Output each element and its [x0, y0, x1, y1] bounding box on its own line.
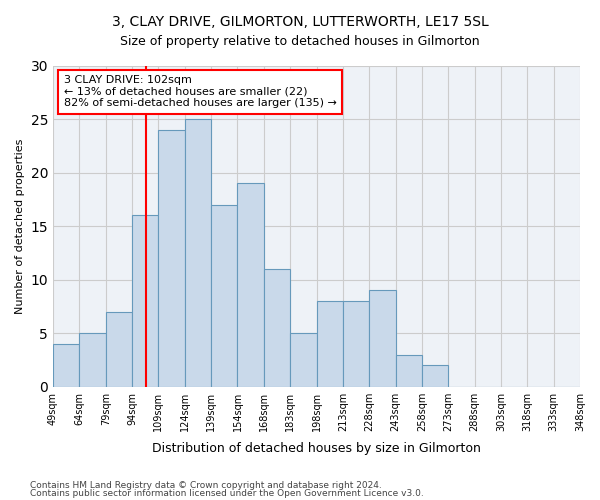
X-axis label: Distribution of detached houses by size in Gilmorton: Distribution of detached houses by size …: [152, 442, 481, 455]
Text: Size of property relative to detached houses in Gilmorton: Size of property relative to detached ho…: [120, 35, 480, 48]
Bar: [53, 344, 79, 387]
Y-axis label: Number of detached properties: Number of detached properties: [15, 138, 25, 314]
Text: Contains public sector information licensed under the Open Government Licence v3: Contains public sector information licen…: [30, 488, 424, 498]
Bar: [343, 301, 369, 386]
Bar: [211, 204, 238, 386]
Bar: [264, 269, 290, 386]
Text: 3 CLAY DRIVE: 102sqm
← 13% of detached houses are smaller (22)
82% of semi-detac: 3 CLAY DRIVE: 102sqm ← 13% of detached h…: [64, 75, 337, 108]
Bar: [290, 333, 317, 386]
Bar: [158, 130, 185, 386]
Bar: [395, 354, 422, 386]
Bar: [79, 333, 106, 386]
Bar: [369, 290, 395, 386]
Text: 3, CLAY DRIVE, GILMORTON, LUTTERWORTH, LE17 5SL: 3, CLAY DRIVE, GILMORTON, LUTTERWORTH, L…: [112, 15, 488, 29]
Bar: [132, 216, 158, 386]
Bar: [185, 119, 211, 386]
Bar: [422, 365, 448, 386]
Bar: [106, 312, 132, 386]
Bar: [317, 301, 343, 386]
Bar: [238, 184, 264, 386]
Text: Contains HM Land Registry data © Crown copyright and database right 2024.: Contains HM Land Registry data © Crown c…: [30, 481, 382, 490]
